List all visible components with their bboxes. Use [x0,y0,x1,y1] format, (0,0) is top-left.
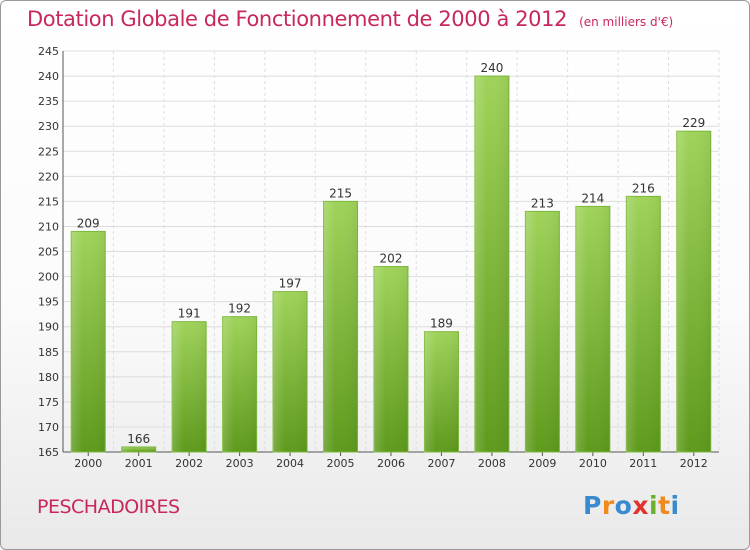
y-tick-label: 230 [38,120,59,133]
chart-title-text: Dotation Globale de Fonctionnement de 20… [27,7,568,31]
bar-highlight [71,231,106,452]
bar-value-label: 197 [279,277,302,291]
x-tick-label: 2005 [327,457,355,470]
bar-value-label: 189 [430,317,453,331]
bar-highlight [222,316,257,452]
x-tick-label: 2004 [276,457,304,470]
x-tick-label: 2009 [528,457,556,470]
y-tick-label: 165 [38,446,59,459]
y-tick-label: 240 [38,70,59,83]
bar-highlight [575,206,610,452]
logo-letter: r [601,491,615,520]
bar-highlight [474,76,509,452]
bar-value-label: 191 [178,307,201,321]
bar-value-label: 209 [77,216,100,230]
bar-layer [70,75,712,453]
x-tick-label: 2002 [175,457,203,470]
label-layer: 209 166 191 192 197 215 202 189 240 213 214 216 229 [77,61,705,446]
y-tick-label: 205 [38,246,59,259]
x-tick-label: 2003 [226,457,254,470]
logo-letter: t [658,491,671,520]
y-tick-label: 200 [38,271,59,284]
bar-value-label: 192 [228,302,251,316]
x-tick-label: 2011 [629,457,657,470]
y-tick-label: 180 [38,371,59,384]
logo-letter: x [632,491,649,520]
x-tick-label: 2001 [125,457,153,470]
bar-value-label: 216 [632,181,655,195]
bar-value-label: 166 [127,432,150,446]
x-tick-label: 2006 [377,457,405,470]
x-tick-label: 2008 [478,457,506,470]
bar-highlight [424,331,459,452]
bar-value-label: 202 [380,252,403,266]
y-tick-label: 175 [38,396,59,409]
y-tick-label: 190 [38,321,59,334]
bar-highlight [273,291,308,452]
y-tick-label: 245 [38,45,59,58]
logo-letter: i [670,491,680,520]
bar-value-label: 213 [531,196,554,210]
bar-highlight [121,446,156,452]
y-tick-label: 185 [38,346,59,359]
bar-value-label: 214 [581,191,604,205]
bar-value-label: 240 [480,61,503,75]
y-tick-label: 195 [38,296,59,309]
y-tick-label: 210 [38,220,59,233]
chart-title: Dotation Globale de Fonctionnement de 20… [27,7,673,31]
bar-highlight [374,266,408,452]
y-tick-label: 225 [38,145,59,158]
chart-subtitle: (en milliers d'€) [579,15,674,29]
axis-layer: 165 170 175 180 185 190 195 200 205 210 215 220 225 2… [38,45,719,470]
x-tick-label: 2010 [579,457,607,470]
x-tick-label: 2000 [74,457,102,470]
bar-highlight [323,201,358,452]
x-tick-label: 2007 [427,457,455,470]
bar-value-label: 215 [329,186,352,200]
bar-highlight [676,131,711,452]
bar-highlight [172,321,207,452]
y-tick-label: 170 [38,421,59,434]
logo-letter: P [583,491,602,520]
y-tick-label: 235 [38,95,59,108]
x-tick-label: 2012 [680,457,708,470]
commune-name: PESCHADOIRES [37,496,180,518]
bar-highlight [525,211,560,452]
y-tick-label: 220 [38,170,59,183]
y-tick-label: 215 [38,195,59,208]
bar-highlight [626,196,661,452]
bar-value-label: 229 [682,116,705,130]
logo-letter: i [649,491,659,520]
logo-letter: o [614,491,633,520]
proxiti-logo: Proxiti [583,491,680,520]
